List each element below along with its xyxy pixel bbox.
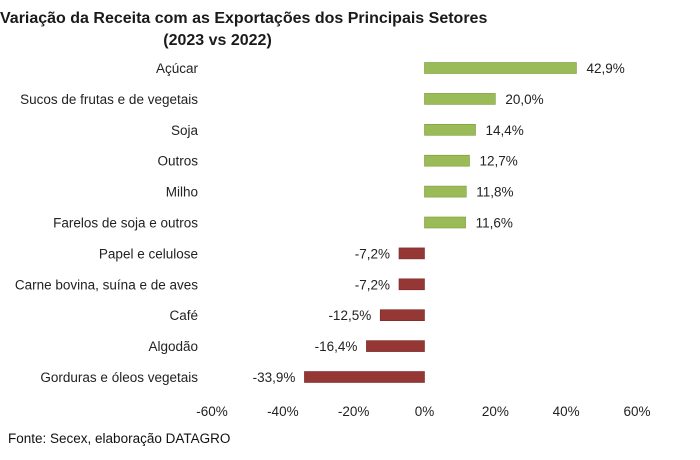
category-label: Milho [166,185,198,200]
category-label: Outros [157,154,198,169]
data-label: 12,7% [479,154,517,169]
chart-title-line-2: (2023 vs 2022) [163,32,272,49]
x-tick-label: -20% [338,404,370,419]
category-label: Café [169,308,198,323]
bar-positive [424,154,470,167]
data-label: -7,2% [355,277,390,292]
data-label: 14,4% [486,123,524,138]
x-tick-label: 60% [623,404,650,419]
x-tick-label: 0% [415,404,435,419]
category-label: Papel e celulose [99,246,198,261]
category-label: Açúcar [156,61,199,76]
bar-positive [424,216,466,229]
category-label: Farelos de soja e outros [53,216,198,231]
bar-negative [304,371,425,383]
bar-negative [379,309,425,322]
category-label: Soja [171,123,199,138]
category-label: Algodão [148,339,198,354]
bar-positive [424,185,467,198]
x-tick-label: -40% [267,404,299,419]
data-label: -12,5% [328,308,371,323]
bar-positive [424,124,476,136]
data-label: -33,9% [253,370,296,385]
data-label: 11,8% [476,185,513,200]
bar-positive [424,93,496,105]
category-label: Sucos de frutas e de vegetais [20,92,198,107]
bar-negative [398,278,425,291]
category-label: Carne bovina, suína e de aves [15,277,198,292]
data-label: -16,4% [315,339,358,354]
data-label: 42,9% [586,61,624,76]
data-label: 11,6% [476,216,513,231]
bar-positive [424,62,577,74]
chart-title-line-1: Variação da Receita com as Exportações d… [0,10,488,27]
bar-negative [366,340,425,352]
category-label: Gorduras e óleos vegetais [40,370,198,385]
x-tick-label: 40% [553,404,580,419]
data-label: 20,0% [505,92,543,107]
bar-negative [398,247,425,260]
x-tick-label: -60% [196,404,228,419]
data-label: -7,2% [355,246,390,261]
chart-title: Variação da Receita com as Exportações d… [0,8,488,52]
source-note: Fonte: Secex, elaboração DATAGRO [8,431,231,446]
x-tick-label: 20% [482,404,509,419]
